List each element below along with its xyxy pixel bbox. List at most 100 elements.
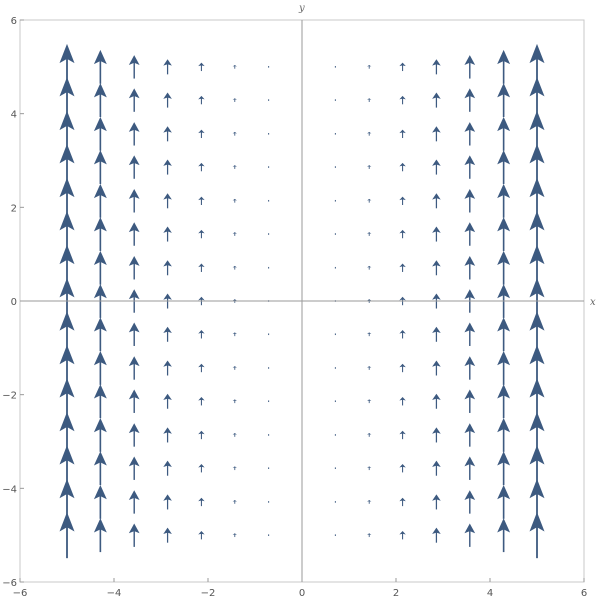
- field-arrow: [128, 289, 140, 313]
- field-arrow: [399, 95, 406, 105]
- field-arrow: [464, 55, 476, 79]
- field-arrow: [232, 366, 237, 370]
- field-arrow: [128, 88, 140, 112]
- field-arrow: [163, 326, 172, 342]
- field-arrow: [268, 266, 270, 269]
- field-arrow: [128, 55, 140, 79]
- field-arrow: [198, 463, 205, 473]
- field-arrow: [268, 501, 270, 503]
- field-arrow: [334, 367, 336, 369]
- field-arrow: [497, 217, 511, 251]
- y-tick-label: 2: [11, 203, 17, 214]
- field-arrow: [367, 433, 372, 437]
- field-arrow: [334, 133, 336, 135]
- field-arrow: [334, 434, 336, 436]
- field-arrow: [163, 527, 172, 543]
- x-tick-label: −2: [201, 588, 216, 599]
- field-arrow: [268, 534, 270, 536]
- field-arrow: [268, 467, 270, 469]
- field-arrow: [432, 293, 441, 309]
- field-arrow: [464, 423, 476, 447]
- field-arrow: [93, 284, 107, 318]
- field-arrow: [497, 284, 511, 318]
- field-arrow: [464, 523, 476, 547]
- field-arrow: [334, 534, 336, 536]
- field-arrow: [399, 530, 406, 540]
- field-arrow: [268, 434, 270, 436]
- field-arrow: [93, 351, 107, 385]
- field-arrow: [93, 418, 107, 452]
- field-arrow: [232, 533, 237, 538]
- field-arrow: [232, 399, 237, 404]
- field-arrow: [93, 183, 107, 218]
- field-arrow: [399, 430, 406, 440]
- field-arrow: [59, 43, 75, 90]
- field-arrow: [163, 59, 172, 75]
- field-arrow: [268, 133, 270, 135]
- field-arrow: [464, 256, 476, 280]
- field-arrow: [163, 260, 172, 276]
- field-arrow: [399, 229, 406, 239]
- field-arrow: [128, 256, 140, 280]
- field-arrow: [232, 198, 237, 203]
- field-arrow: [198, 530, 205, 540]
- field-arrow: [432, 393, 441, 409]
- field-arrow: [464, 356, 476, 380]
- field-arrow: [198, 296, 205, 306]
- y-axis-label: y: [298, 3, 305, 14]
- field-arrow: [464, 155, 476, 179]
- y-tick-label: −2: [2, 391, 17, 402]
- field-arrow: [432, 193, 441, 209]
- field-arrow: [334, 233, 336, 235]
- field-arrow: [198, 229, 205, 239]
- field-arrow: [163, 393, 172, 409]
- x-axis-label: x: [590, 297, 596, 308]
- field-arrow: [268, 367, 270, 369]
- field-arrow: [334, 501, 336, 503]
- field-arrow: [232, 466, 237, 471]
- field-arrow: [497, 418, 511, 452]
- field-arrow: [432, 527, 441, 543]
- field-arrow: [198, 62, 205, 72]
- field-arrow: [367, 533, 372, 538]
- field-arrow: [497, 317, 511, 352]
- field-arrow: [432, 226, 441, 242]
- field-arrow: [128, 490, 140, 514]
- field-arrow: [93, 451, 107, 486]
- y-ticks: −6 −4 −2 0 2 4 6: [2, 16, 24, 589]
- field-arrow: [128, 356, 140, 380]
- y-tick-label: −4: [2, 484, 17, 495]
- field-arrow: [367, 500, 372, 504]
- field-arrow: [93, 317, 107, 352]
- field-arrow: [198, 497, 205, 507]
- field-arrow: [268, 66, 270, 68]
- field-arrow: [399, 263, 406, 272]
- field-arrow: [432, 427, 441, 443]
- field-arrow: [128, 155, 140, 179]
- field-arrow: [198, 363, 205, 373]
- field-arrow: [367, 198, 372, 203]
- field-arrow: [198, 95, 205, 105]
- field-arrow: [93, 49, 107, 84]
- field-arrow: [232, 64, 237, 69]
- field-arrow: [232, 131, 237, 136]
- field-arrow: [334, 266, 336, 269]
- field-arrow: [232, 98, 237, 102]
- field-arrow: [432, 126, 441, 142]
- y-tick-label: 0: [11, 297, 17, 308]
- field-arrow: [93, 150, 107, 184]
- field-arrow: [399, 463, 406, 473]
- field-arrow: [432, 159, 441, 175]
- field-arrow: [464, 88, 476, 112]
- field-arrow: [367, 265, 372, 270]
- field-arrow: [93, 518, 107, 553]
- field-arrow: [497, 451, 511, 486]
- field-arrow: [198, 397, 205, 406]
- field-arrow: [464, 289, 476, 313]
- field-arrow: [268, 333, 270, 336]
- x-tick-label: −6: [13, 588, 28, 599]
- field-arrow: [163, 159, 172, 175]
- field-arrow: [399, 363, 406, 373]
- field-arrow: [268, 199, 270, 202]
- field-arrow: [367, 64, 372, 69]
